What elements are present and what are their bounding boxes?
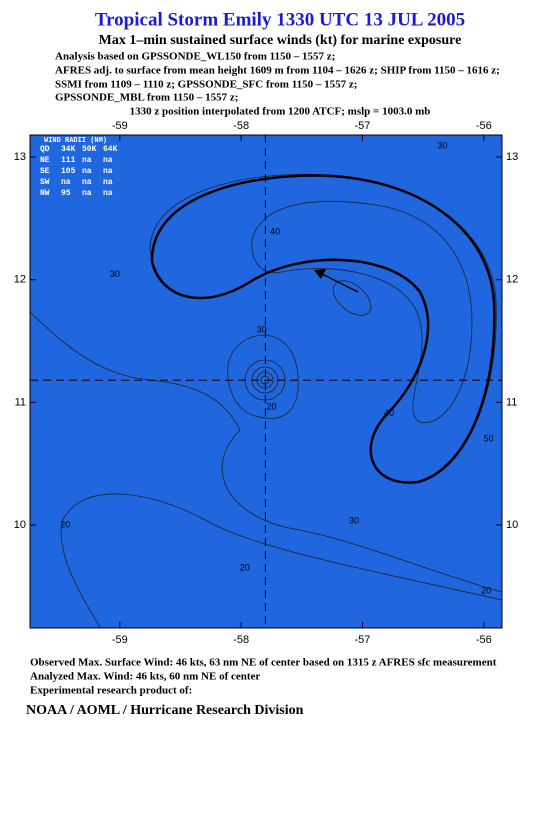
- wind-radii-cell: na: [82, 167, 92, 176]
- wind-radii-cell: na: [103, 156, 113, 165]
- x-tick-label: -56: [476, 634, 492, 646]
- y-tick-label: 10: [506, 519, 518, 531]
- wind-radii-cell: na: [103, 178, 113, 187]
- y-tick-label: 11: [15, 396, 26, 408]
- wind-field: [30, 135, 502, 628]
- x-tick-label: -56: [476, 120, 492, 132]
- footer-line: Observed Max. Surface Wind: 46 kts, 63 n…: [30, 657, 497, 669]
- y-tick-label: 11: [506, 396, 517, 408]
- y-tick-label: 12: [506, 274, 518, 286]
- y-tick-label: 13: [14, 151, 26, 163]
- contour-label: 50: [484, 434, 494, 444]
- wind-radii-cell: na: [61, 178, 71, 187]
- position-line: 1330 z position interpolated from 1200 A…: [130, 106, 431, 118]
- wind-radii-cell: SW: [40, 178, 50, 187]
- footer-line: Experimental research product of:: [30, 685, 192, 697]
- wind-radii-cell: 34K: [61, 145, 76, 154]
- contour-label: 40: [270, 226, 280, 236]
- contour-label: 30: [349, 516, 359, 526]
- contour-label: 30: [110, 269, 120, 279]
- wind-radii-cell: QD: [40, 145, 50, 154]
- wind-radii-cell: 95: [61, 189, 71, 198]
- y-tick-label: 10: [14, 519, 26, 531]
- wind-radii-cell: NE: [40, 156, 50, 165]
- wind-radii-cell: 64K: [103, 145, 118, 154]
- contour-label: 30: [257, 324, 267, 334]
- contour-label: 40: [384, 408, 394, 418]
- analysis-line: GPSSONDE_MBL from 1150 – 1557 z;: [55, 92, 238, 104]
- x-tick-label: -58: [233, 634, 249, 646]
- wind-radii-cell: 50K: [82, 145, 97, 154]
- contour-label: 20: [60, 519, 70, 529]
- title: Tropical Storm Emily 1330 UTC 13 JUL 200…: [95, 9, 465, 30]
- x-tick-label: -57: [355, 634, 371, 646]
- contour-label: 30: [438, 140, 448, 150]
- analysis-line: AFRES adj. to surface from mean height 1…: [55, 65, 500, 77]
- y-tick-label: 12: [14, 274, 26, 286]
- analysis-line: SSMI from 1109 – 1110 z; GPSSONDE_SFC fr…: [55, 79, 357, 91]
- map: -59 -59 -58 -58 -57 -57 -56 -56 10 10 11 11 12 12 13 13…: [14, 120, 519, 646]
- contour-label: 20: [240, 562, 250, 572]
- wind-radii-cell: 105: [61, 167, 76, 176]
- wind-radii-cell: NW: [40, 189, 50, 198]
- wind-radii-title: WIND RADII (NM): [44, 137, 107, 145]
- x-tick-label: -57: [355, 120, 371, 132]
- x-tick-label: -58: [233, 120, 249, 132]
- contour-label: 20: [481, 586, 491, 596]
- x-tick-label: -59: [112, 120, 128, 132]
- wind-radii-cell: na: [82, 156, 92, 165]
- wind-radii-cell: SE: [40, 167, 50, 176]
- analysis-line: Analysis based on GPSSONDE_WL150 from 11…: [55, 51, 335, 63]
- y-tick-label: 13: [506, 151, 518, 163]
- x-tick-label: -59: [112, 634, 128, 646]
- wind-radii-cell: na: [103, 167, 113, 176]
- contour-label: 20: [266, 402, 276, 412]
- wind-radii-cell: na: [103, 189, 113, 198]
- organization: NOAA / AOML / Hurricane Research Divisio…: [26, 703, 304, 718]
- wind-radii-cell: 111: [61, 156, 76, 165]
- wind-radii-cell: na: [82, 178, 92, 187]
- wind-radii-cell: na: [82, 189, 92, 198]
- footer-line: Analyzed Max. Wind: 46 kts, 60 nm NE of …: [30, 671, 260, 683]
- subtitle: Max 1–min sustained surface winds (kt) f…: [99, 33, 462, 48]
